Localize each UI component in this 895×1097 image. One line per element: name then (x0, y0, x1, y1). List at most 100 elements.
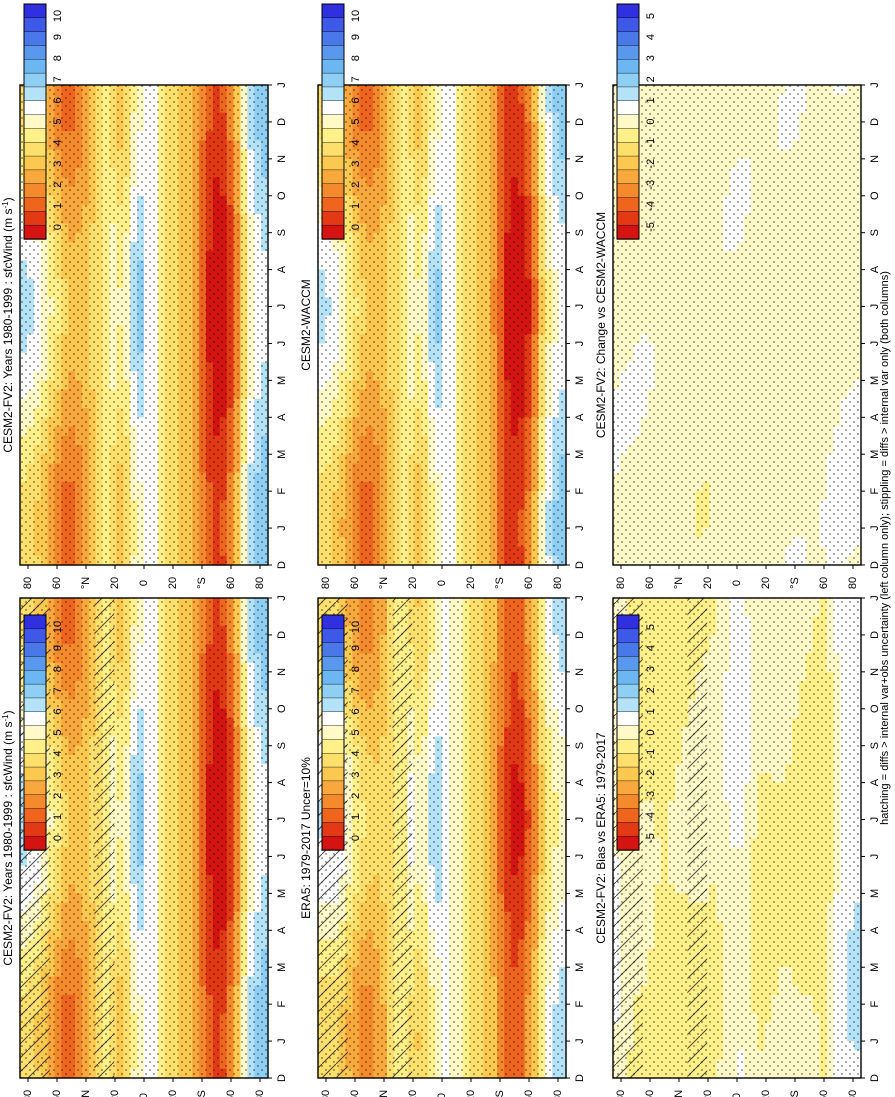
colorbar-tick-label: 6 (52, 708, 64, 714)
colorbar-swatch (321, 711, 345, 727)
colorbar-swatch (23, 670, 47, 685)
x-tick-label: D (574, 631, 586, 639)
x-tick-label: A (276, 778, 288, 786)
x-tick-label: J (574, 854, 586, 860)
x-tick-label: J (574, 1038, 586, 1044)
colorbar-swatch (23, 683, 47, 699)
y-tick-label: °S (196, 1090, 208, 1097)
colorbar-tick-label: 0 (350, 835, 362, 841)
hatching-overlay (392, 598, 413, 1078)
y-tick-label: 80 (254, 1090, 266, 1097)
panel-title: ERA5: 1979-2017 Uncer=10% (299, 757, 313, 919)
x-tick-label: M (276, 963, 288, 972)
colorbar-swatch (321, 739, 345, 754)
y-tick-label: 20 (407, 1090, 419, 1097)
y-tick-label: 80 (552, 1090, 564, 1097)
y-tick-label: 60 (349, 1090, 361, 1097)
colorbar-tick-label: 8 (52, 666, 64, 672)
colorbar-tick-label: 5 (52, 729, 64, 735)
colorbar-tick-label: 9 (350, 645, 362, 651)
colorbar-tick-label: 8 (350, 666, 362, 672)
y-tick-label: 60 (523, 1090, 535, 1097)
colorbar-tick-label: 4 (52, 751, 64, 757)
colorbar-tick-label: 10 (52, 621, 64, 633)
x-tick-label: A (574, 778, 586, 786)
colorbar-swatch (23, 642, 47, 658)
y-tick-label: 80 (22, 1090, 34, 1097)
y-tick-label: 60 (225, 1090, 237, 1097)
y-tick-label: °N (80, 1090, 92, 1097)
x-tick-label: S (276, 742, 288, 749)
colorbar-tick-label: 3 (52, 772, 64, 778)
colorbar-swatch (321, 780, 345, 796)
y-tick-label: 0 (138, 1093, 150, 1097)
hatching-overlay (94, 598, 115, 1078)
colorbar-swatch (321, 614, 345, 630)
x-tick-label: M (574, 889, 586, 898)
y-tick-label: 0 (436, 1093, 448, 1097)
colorbar-tick-label: 3 (350, 772, 362, 778)
colorbar-tick-label: 2 (350, 793, 362, 799)
x-tick-label: D (276, 631, 288, 639)
x-tick-label: D (574, 1074, 586, 1082)
colorbar-swatch (321, 822, 345, 837)
x-tick-label: O (574, 704, 586, 713)
stippling-overlay (318, 598, 566, 1078)
colorbar-swatch (23, 808, 47, 824)
colorbar-swatch (321, 670, 345, 685)
colorbar-swatch (321, 766, 345, 782)
colorbar-swatch (23, 753, 47, 768)
x-tick-label: D (276, 1074, 288, 1082)
colorbar-swatch (23, 794, 47, 810)
x-tick-label: A (574, 926, 586, 934)
colorbar-frame (321, 614, 345, 851)
x-tick-label: M (574, 963, 586, 972)
colorbar-tick-label: 7 (52, 687, 64, 693)
colorbar-swatch (321, 656, 345, 671)
colorbar-swatch (321, 794, 345, 810)
colorbar-tick-label: 6 (350, 708, 362, 714)
x-tick-label: J (574, 817, 586, 823)
y-tick-label: °S (494, 1090, 506, 1097)
colorbar-tick-label: 0 (52, 835, 64, 841)
x-tick-label: F (276, 1001, 288, 1008)
colorbar-swatch (23, 628, 47, 644)
x-tick-label: S (574, 742, 586, 749)
x-tick-label: J (276, 817, 288, 823)
colorbar-frame (23, 614, 47, 851)
colorbar-swatch (321, 683, 345, 699)
x-tick-label: J (276, 854, 288, 860)
colorbar-tick-label: 5 (350, 729, 362, 735)
colorbar-swatch (321, 697, 345, 713)
colorbar-swatch (321, 753, 345, 768)
colorbar-swatch (23, 822, 47, 837)
x-tick-label: M (276, 889, 288, 898)
colorbar-swatch (321, 628, 345, 644)
y-tick-label: 20 (167, 1090, 179, 1097)
y-tick-label: 20 (109, 1090, 121, 1097)
colorbar-tick-label: 9 (52, 645, 64, 651)
colorbar-swatch (321, 642, 345, 658)
colorbar-tick-label: 1 (350, 814, 362, 820)
colorbar-swatch (321, 725, 345, 741)
stippling-overlay (20, 598, 268, 1078)
y-tick-label: °N (378, 1090, 390, 1097)
colorbar-swatch (23, 725, 47, 741)
panel-title: CESM2-FV2: Years 1980-1999 : sfcWind (m … (1, 710, 16, 965)
x-tick-label: N (574, 668, 586, 676)
y-tick-label: 20 (465, 1090, 477, 1097)
x-tick-label: J (574, 595, 586, 601)
colorbar-tick-label: 10 (350, 621, 362, 633)
x-tick-label: F (574, 1001, 586, 1008)
colorbar-swatch (23, 780, 47, 796)
colorbar-tick-label: 4 (350, 751, 362, 757)
x-tick-label: J (276, 595, 288, 601)
colorbar-swatch (321, 835, 345, 851)
y-tick-label: 80 (320, 1090, 332, 1097)
colorbar-tick-label: 7 (350, 687, 362, 693)
